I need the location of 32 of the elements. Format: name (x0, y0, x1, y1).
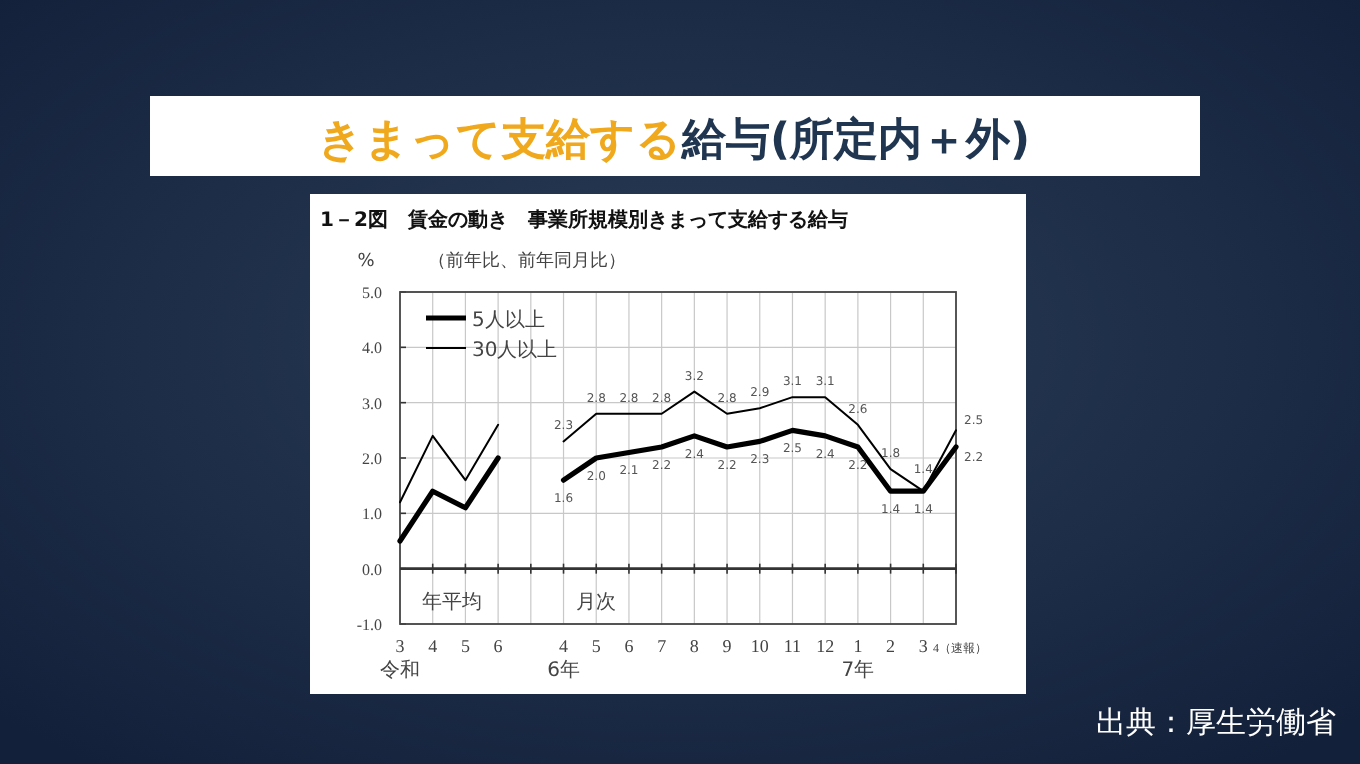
x-tick-label: 4 (428, 636, 439, 656)
x-tick-label: 9 (722, 636, 733, 656)
x-tick-label: 10 (750, 636, 770, 656)
x-tick-label: 3 (918, 636, 929, 656)
x-tick-label: 7 (657, 636, 668, 656)
y-axis-title: % (357, 252, 376, 272)
x-tick-label: 4 6年 (547, 636, 580, 682)
y-tick-label: 5.0 (362, 284, 382, 302)
chart-title: きまって支給する給与(所定内＋外) (317, 114, 1031, 166)
annotation: 月次 (576, 592, 616, 614)
y-tick-label: 4.0 (362, 339, 382, 358)
x-tick-label: 5 (591, 636, 602, 656)
y-tick-label: 1.0 (362, 505, 382, 524)
annotation: 年平均 (422, 590, 482, 614)
text: （前年比、前年同月比） (428, 250, 626, 272)
x-tick-label: 1 7年 (841, 636, 875, 682)
legend-label: 5人以上 (472, 308, 545, 332)
y-tick-label: 3.0 (362, 394, 382, 413)
x-tick-label: 3 令和 (380, 636, 420, 682)
legend-label: 30人以上 (472, 338, 558, 362)
chart-subtitle: 1－2図 賃金の動き 事業所規模別きまって支給する給与 (320, 208, 848, 232)
x-tick-label: 5 (460, 636, 471, 656)
source-note: 出典：厚生労働省 (1096, 704, 1336, 740)
y-tick-label: 0.0 (362, 560, 382, 579)
y-tick-label: -1.0 (356, 616, 382, 634)
x-tick-label: 6 (493, 636, 504, 656)
x-tick-label: 12 (816, 636, 835, 656)
x-tick-label: 6 (624, 636, 635, 656)
y-tick-label: 2.0 (362, 450, 382, 468)
x-tick-label: 11 (783, 636, 802, 656)
x-tick-label: 2 (886, 636, 896, 656)
x-tick-label: 8 (689, 636, 700, 656)
